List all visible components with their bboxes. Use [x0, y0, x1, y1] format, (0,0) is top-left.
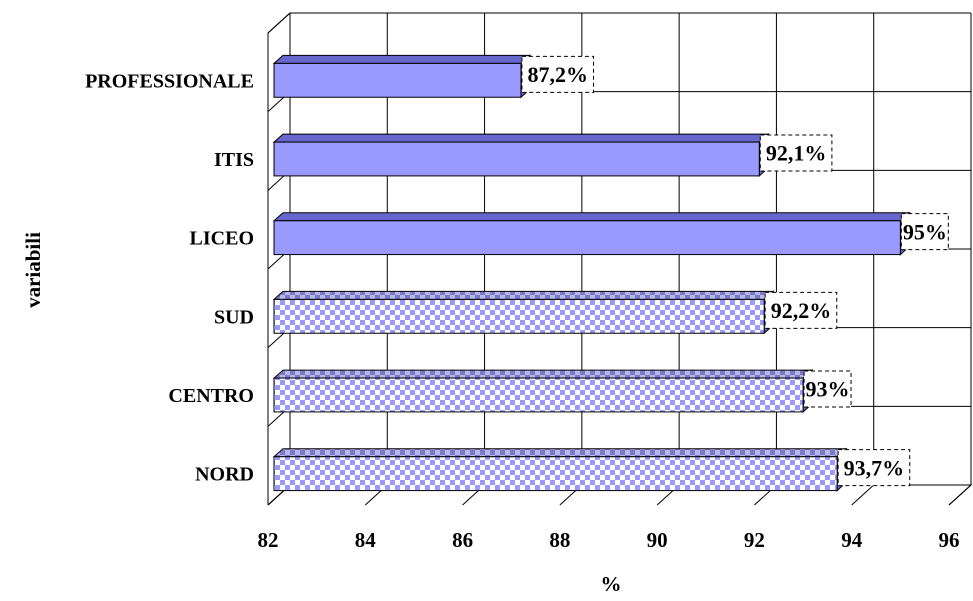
x-tick-label: 92	[744, 528, 765, 552]
x-tick-label: 84	[355, 528, 377, 552]
category-labels: PROFESSIONALE ITIS LICEO SUD CENTRO NORD	[85, 70, 254, 485]
bar-top	[272, 369, 814, 379]
bar-professionale	[273, 62, 522, 98]
x-tick-label: 96	[939, 528, 960, 552]
bar-sud	[273, 298, 765, 334]
x-tick-label: 88	[549, 528, 570, 552]
value-label-box	[759, 134, 833, 172]
floor-gridline	[851, 484, 875, 506]
x-axis-title: %	[601, 572, 622, 596]
value-label-box	[900, 213, 949, 251]
value-label-box	[764, 291, 838, 329]
value-label: 93,7%	[844, 455, 905, 480]
bar-top	[272, 54, 532, 64]
category-label: CENTRO	[168, 385, 254, 407]
bar-top	[272, 133, 770, 143]
x-tick-label: 86	[452, 528, 473, 552]
x-tick-label: 90	[647, 528, 668, 552]
value-label: 93%	[806, 377, 850, 402]
value-label: 87,2%	[527, 62, 588, 87]
value-label-box	[521, 55, 595, 93]
floor-gridline	[948, 484, 972, 506]
category-label: NORD	[195, 464, 254, 486]
bar-top	[272, 212, 911, 222]
bar-centro	[273, 377, 804, 413]
value-label: 92,1%	[766, 141, 827, 166]
bar-top	[272, 290, 775, 300]
x-tick-labels: 82 84 86 88 90 92 94 96	[258, 528, 960, 552]
x-tick-label: 94	[841, 528, 863, 552]
category-label: LICEO	[190, 228, 254, 250]
value-label-box	[803, 370, 852, 408]
value-label: 92,2%	[771, 298, 832, 323]
value-label: 95%	[903, 219, 947, 244]
category-label: PROFESSIONALE	[85, 70, 254, 92]
value-labels: 87,2% 92,1% 95% 92,2% 93% 93,7%	[521, 55, 949, 487]
category-label: ITIS	[214, 149, 254, 171]
bar-top	[272, 448, 848, 458]
x-tick-label: 82	[258, 528, 279, 552]
bars	[272, 54, 911, 492]
category-label: SUD	[214, 306, 254, 328]
side-gridline	[267, 12, 291, 34]
bar-liceo	[273, 220, 901, 256]
bar-itis	[273, 141, 760, 177]
bar-nord	[273, 456, 838, 492]
y-axis-title: variabili	[21, 232, 45, 308]
value-label-box	[837, 449, 911, 487]
